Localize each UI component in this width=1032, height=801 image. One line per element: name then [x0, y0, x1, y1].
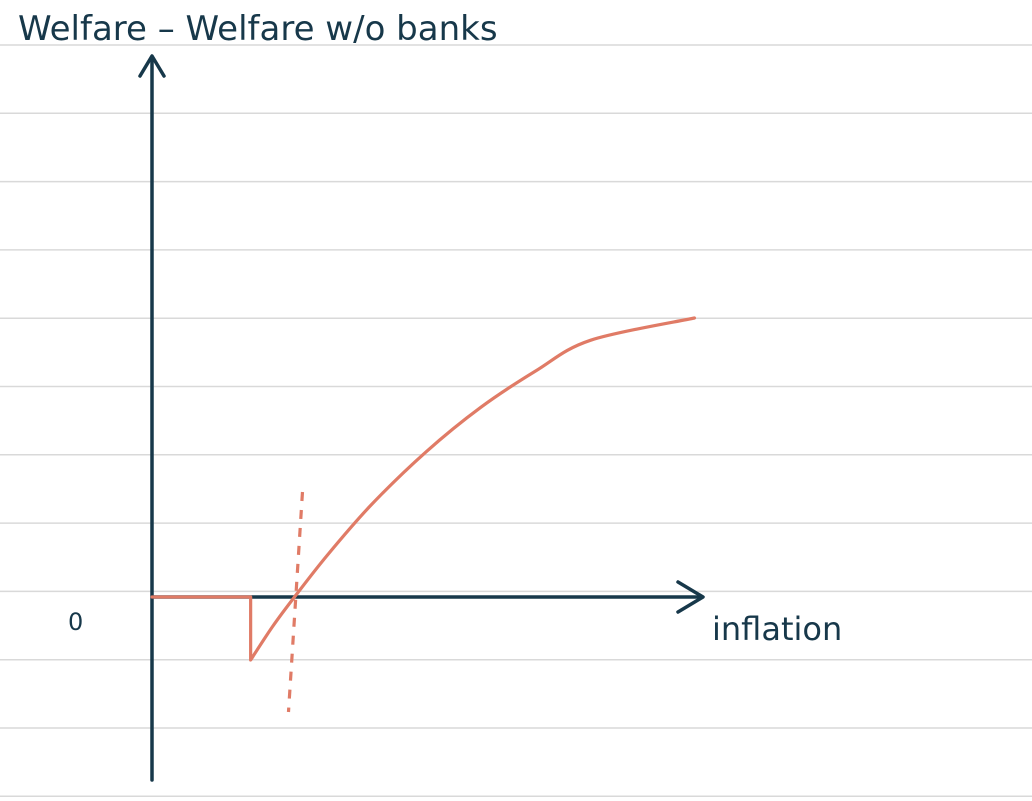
y-tick-label-zero: 0 — [68, 608, 83, 636]
x-axis-title: inflation — [712, 610, 842, 648]
x-axis-arrowhead — [676, 580, 705, 614]
y-axis-title: Welfare – Welfare w/o banks — [18, 9, 498, 49]
series-line — [150, 316, 697, 662]
y-axis-arrowhead — [138, 54, 166, 78]
threshold-dashed-line — [286, 491, 305, 713]
notebook-ruled-lines — [0, 44, 1032, 798]
